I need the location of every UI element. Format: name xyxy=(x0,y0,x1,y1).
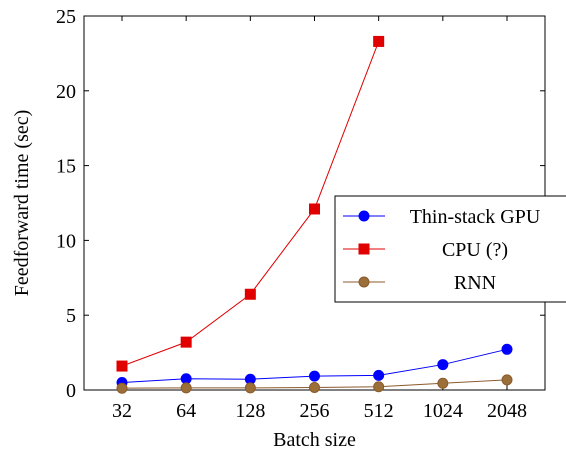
legend-marker xyxy=(358,243,370,255)
data-point xyxy=(244,382,256,394)
data-point xyxy=(437,359,449,371)
y-tick-label: 5 xyxy=(66,305,76,327)
data-point xyxy=(116,382,128,394)
data-point xyxy=(437,377,449,389)
series-1 xyxy=(116,35,385,372)
x-tick-label: 128 xyxy=(235,400,265,422)
y-tick-label: 25 xyxy=(56,6,76,28)
data-point xyxy=(180,382,192,394)
x-tick-label: 2048 xyxy=(487,400,527,422)
data-point xyxy=(180,373,192,385)
data-point xyxy=(180,336,192,348)
data-point xyxy=(373,35,385,47)
legend: Thin-stack GPU CPU (?) RNN xyxy=(334,195,566,303)
legend-marker xyxy=(358,276,370,288)
data-point xyxy=(244,288,256,300)
data-point xyxy=(373,381,385,393)
x-axis-label: Batch size xyxy=(273,429,356,451)
x-tick-label: 32 xyxy=(112,400,132,422)
x-tick-label: 64 xyxy=(176,400,196,422)
y-axis-label: Feedforward time (sec) xyxy=(11,110,33,297)
x-tick-label: 1024 xyxy=(423,400,463,422)
data-point xyxy=(309,370,320,382)
y-tick-label: 0 xyxy=(66,380,76,402)
series-0 xyxy=(116,343,513,389)
y-tick-label: 15 xyxy=(56,156,76,178)
x-tick-label: 256 xyxy=(300,400,330,422)
x-tick-label: 512 xyxy=(364,400,394,422)
y-tick-label: 20 xyxy=(56,81,76,103)
x-axis: 32 64 128 256 512 1024 2048 xyxy=(112,16,527,422)
data-point xyxy=(501,374,513,386)
data-point xyxy=(309,381,320,393)
data-point xyxy=(116,360,128,372)
series-2 xyxy=(116,374,513,394)
legend-label: RNN xyxy=(454,272,496,294)
y-tick-label: 10 xyxy=(56,230,76,252)
data-point xyxy=(373,369,385,381)
y-axis: 0 5 10 15 20 25 xyxy=(56,6,545,402)
series-layer xyxy=(116,35,513,394)
data-point xyxy=(501,343,513,355)
legend-marker xyxy=(358,210,370,222)
data-point xyxy=(309,203,320,215)
legend-label: CPU (?) xyxy=(442,239,508,261)
legend-label: Thin-stack GPU xyxy=(410,206,541,228)
